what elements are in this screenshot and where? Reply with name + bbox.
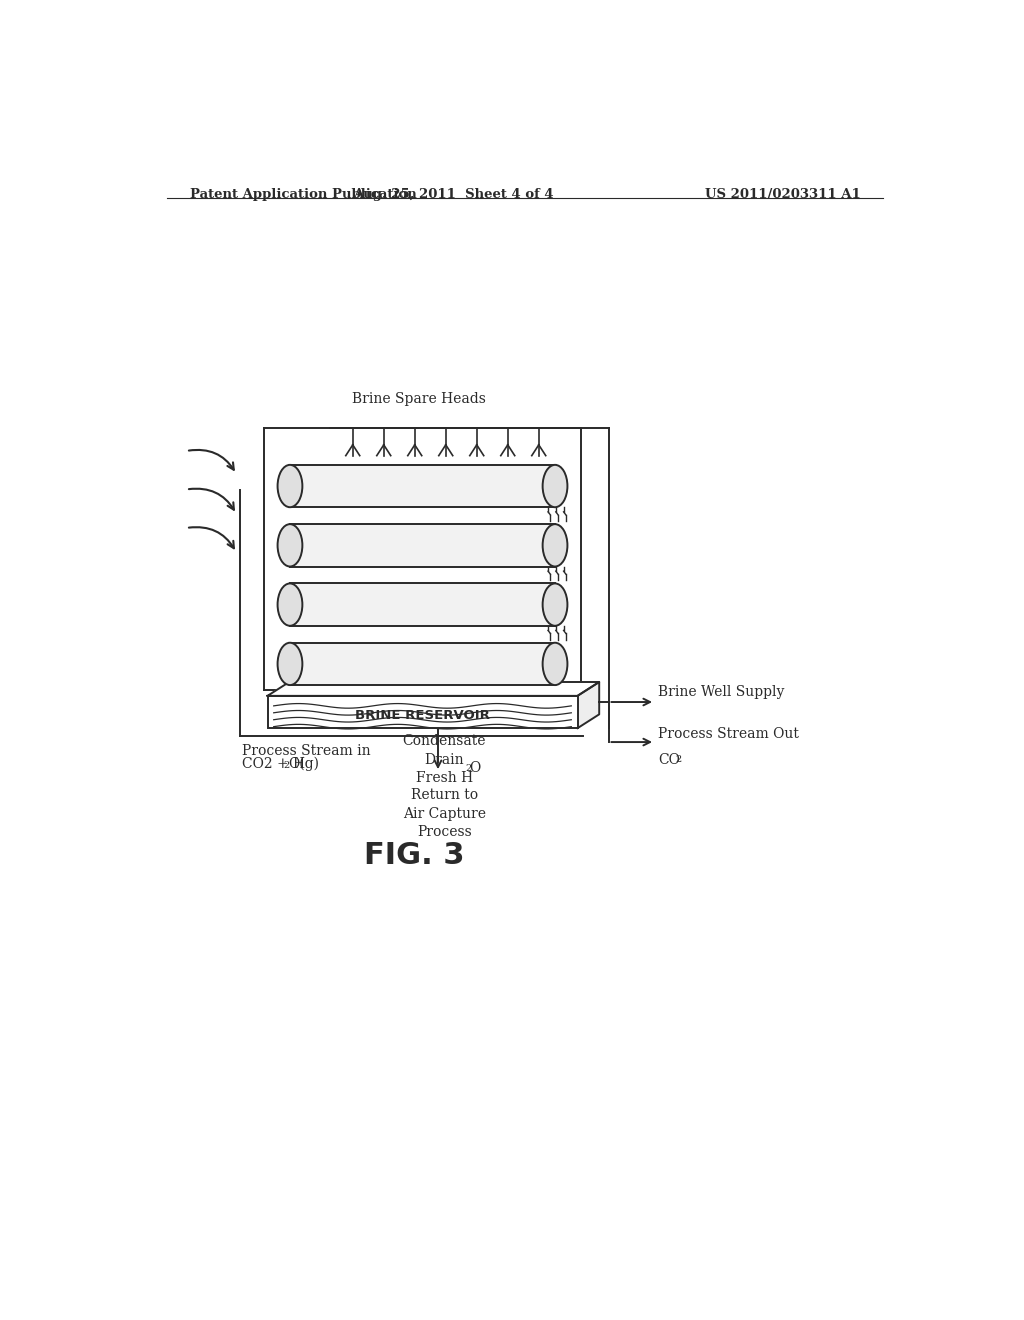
Ellipse shape	[543, 643, 567, 685]
Text: Condensate
Drain
Fresh H: Condensate Drain Fresh H	[402, 734, 486, 785]
Text: O(g): O(g)	[289, 756, 319, 771]
Bar	[290, 465, 555, 507]
Text: US 2011/0203311 A1: US 2011/0203311 A1	[705, 187, 860, 201]
Text: O: O	[469, 760, 480, 775]
Text: Process Stream Out: Process Stream Out	[658, 726, 799, 741]
Text: Brine Well Supply: Brine Well Supply	[658, 685, 784, 700]
Text: CO: CO	[658, 752, 680, 767]
Bar	[290, 583, 555, 626]
Text: Patent Application Publication: Patent Application Publication	[190, 187, 417, 201]
Ellipse shape	[543, 524, 567, 566]
Text: Aug. 25, 2011  Sheet 4 of 4: Aug. 25, 2011 Sheet 4 of 4	[353, 187, 554, 201]
Text: 2: 2	[675, 755, 681, 764]
Ellipse shape	[278, 465, 302, 507]
Text: 2: 2	[284, 760, 290, 770]
Ellipse shape	[278, 583, 302, 626]
Text: Brine Spare Heads: Brine Spare Heads	[351, 392, 485, 407]
Ellipse shape	[278, 524, 302, 566]
Bar	[290, 643, 555, 685]
Polygon shape	[267, 682, 599, 696]
Polygon shape	[578, 682, 599, 729]
Text: 2: 2	[465, 763, 471, 772]
Bar	[290, 524, 555, 566]
Text: Return to
Air Capture
Process: Return to Air Capture Process	[402, 788, 485, 840]
Text: BRINE RESERVOIR: BRINE RESERVOIR	[355, 709, 489, 722]
Bar	[267, 696, 578, 729]
Text: FIG. 3: FIG. 3	[365, 841, 465, 870]
Text: Process Stream in: Process Stream in	[242, 743, 371, 758]
Ellipse shape	[543, 583, 567, 626]
Ellipse shape	[278, 643, 302, 685]
Text: CO2 + H: CO2 + H	[242, 758, 305, 771]
Ellipse shape	[543, 465, 567, 507]
